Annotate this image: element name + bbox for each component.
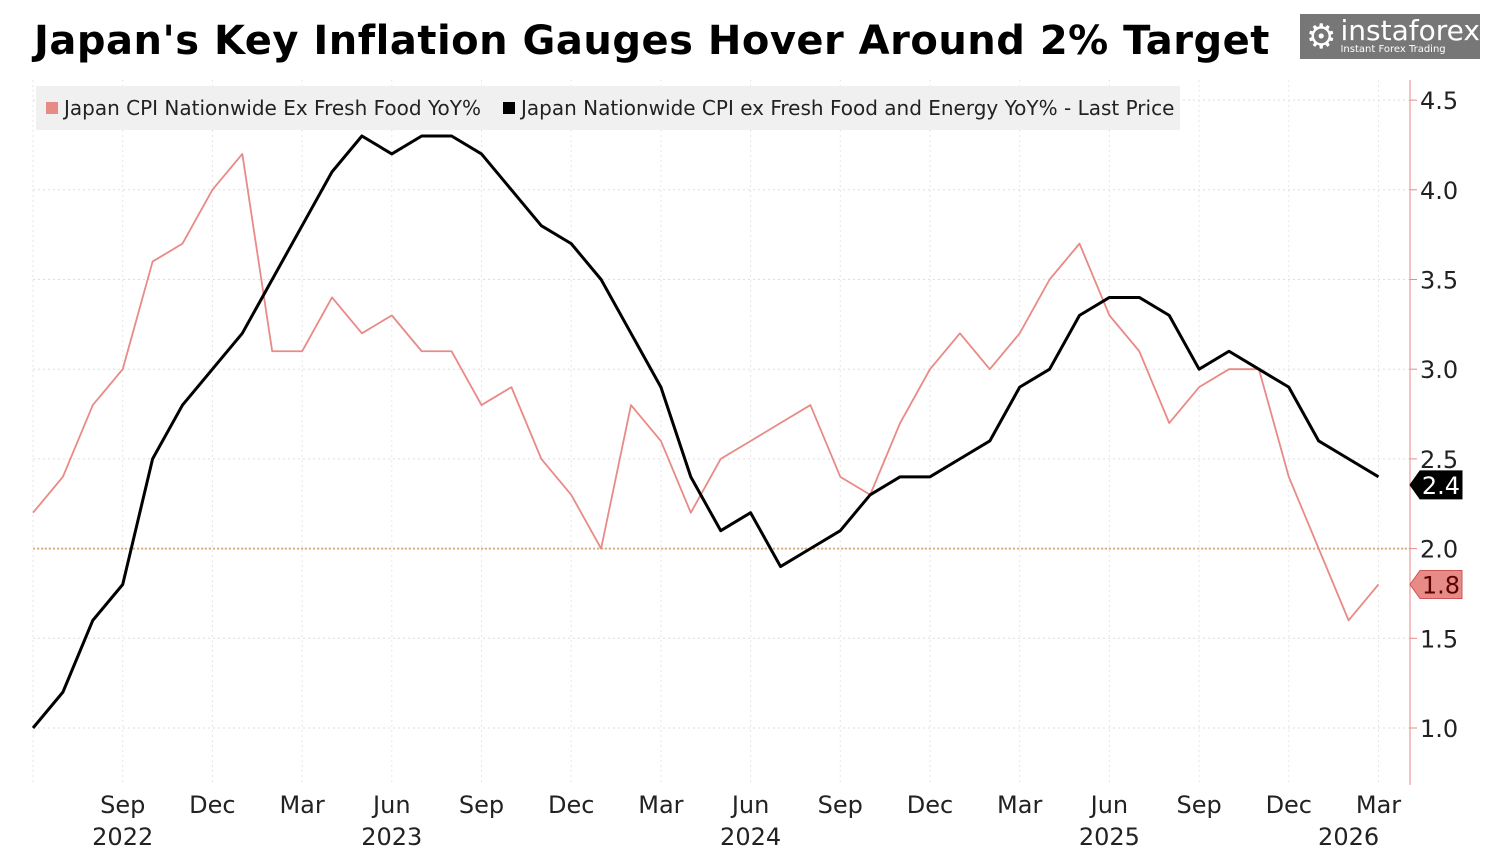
- x-tick-label: Dec: [548, 791, 594, 819]
- watermark-tagline: Instant Forex Trading: [1340, 44, 1446, 55]
- last-value-tag: [1409, 470, 1463, 500]
- x-tick-label: Sep: [818, 791, 863, 819]
- legend-label: Japan Nationwide CPI ex Fresh Food and E…: [520, 96, 1175, 120]
- legend-label: Japan CPI Nationwide Ex Fresh Food YoY%: [64, 96, 481, 120]
- y-tick-label: 2.0: [1420, 536, 1458, 564]
- x-tick-label: Dec: [189, 791, 235, 819]
- x-tick-label: Mar: [1356, 791, 1401, 819]
- y-tick-label: 3.5: [1420, 267, 1458, 295]
- x-year-label: 2022: [92, 823, 153, 850]
- series-line-1: [31, 134, 1380, 729]
- x-tick-label: Dec: [1266, 791, 1312, 819]
- last-value-label: 1.8: [1422, 571, 1460, 599]
- chart-title: Japan's Key Inflation Gauges Hover Aroun…: [34, 18, 1270, 64]
- legend-swatch: [502, 102, 515, 114]
- x-tick-label: Mar: [997, 791, 1042, 819]
- x-tick-label: Sep: [459, 791, 504, 819]
- y-tick-label: 1.0: [1420, 715, 1458, 743]
- x-tick-label: Sep: [1176, 791, 1221, 819]
- legend: Japan CPI Nationwide Ex Fresh Food YoY% …: [36, 86, 1180, 130]
- y-tick-label: 4.5: [1420, 87, 1458, 115]
- y-tick-label: 3.0: [1420, 356, 1458, 384]
- x-tick-label: Jun: [730, 791, 770, 819]
- x-year-label: 2023: [361, 823, 422, 850]
- x-tick-label: Dec: [907, 791, 953, 819]
- gear-icon: ⚙: [1306, 16, 1337, 57]
- x-tick-label: Sep: [100, 791, 145, 819]
- x-tick-label: Mar: [279, 791, 324, 819]
- x-year-label: 2026: [1318, 823, 1379, 850]
- last-value-tag: [1409, 569, 1463, 599]
- y-tick-label: 1.5: [1420, 625, 1458, 653]
- y-tick-label: 2.5: [1420, 446, 1458, 474]
- watermark-brand: instaforex: [1340, 14, 1480, 47]
- last-value-label: 2.4: [1422, 472, 1460, 500]
- x-tick-label: Mar: [638, 791, 683, 819]
- x-tick-label: Jun: [1089, 791, 1129, 819]
- legend-item-cpi-core-core: Japan Nationwide CPI ex Fresh Food and E…: [502, 96, 1175, 120]
- x-year-label: 2025: [1079, 823, 1140, 850]
- legend-item-cpi-core: Japan CPI Nationwide Ex Fresh Food YoY%: [46, 96, 481, 120]
- y-tick-label: 4.0: [1420, 177, 1458, 205]
- x-tick-label: Jun: [371, 791, 411, 819]
- series-line-0: [32, 153, 1380, 622]
- legend-swatch: [46, 102, 58, 114]
- watermark-logo: ⚙ instaforex Instant Forex Trading: [1300, 14, 1480, 59]
- x-year-label: 2024: [720, 823, 781, 850]
